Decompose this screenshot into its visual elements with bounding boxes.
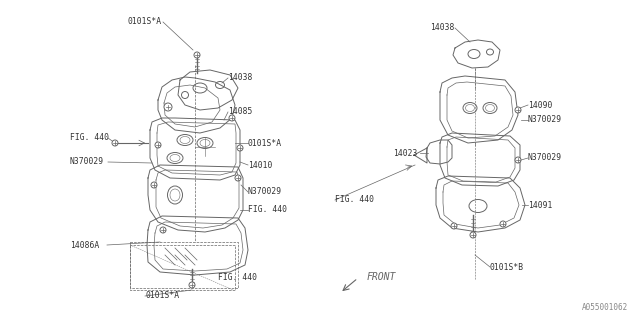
Text: N370029: N370029	[528, 154, 562, 163]
Text: 14010: 14010	[248, 161, 273, 170]
Text: N370029: N370029	[248, 188, 282, 196]
Circle shape	[112, 140, 118, 146]
Circle shape	[229, 115, 235, 121]
Text: FRONT: FRONT	[367, 272, 396, 282]
Circle shape	[451, 223, 457, 229]
Text: 0101S*A: 0101S*A	[248, 139, 282, 148]
Text: N370029: N370029	[528, 116, 562, 124]
Circle shape	[189, 282, 195, 288]
Circle shape	[235, 175, 241, 181]
Text: 0101S*B: 0101S*B	[490, 262, 524, 271]
Text: 14085: 14085	[228, 108, 252, 116]
Circle shape	[160, 227, 166, 233]
Circle shape	[470, 232, 476, 238]
Text: FIG. 440: FIG. 440	[70, 133, 109, 142]
Circle shape	[155, 142, 161, 148]
Circle shape	[151, 182, 157, 188]
Text: A055001062: A055001062	[582, 303, 628, 312]
Circle shape	[515, 157, 521, 163]
Text: N370029: N370029	[70, 157, 104, 166]
Text: 14086A: 14086A	[70, 241, 99, 250]
Text: 0101S*A: 0101S*A	[128, 18, 162, 27]
Text: FIG. 440: FIG. 440	[248, 205, 287, 214]
Circle shape	[164, 103, 172, 111]
Circle shape	[515, 107, 521, 113]
Text: 14023: 14023	[393, 148, 417, 157]
Circle shape	[237, 145, 243, 151]
Circle shape	[500, 221, 506, 227]
Text: 0101S*A: 0101S*A	[145, 292, 179, 300]
Text: 14091: 14091	[528, 201, 552, 210]
Text: 14090: 14090	[528, 100, 552, 109]
Text: 14038: 14038	[228, 74, 252, 83]
Circle shape	[194, 52, 200, 58]
Text: FIG. 440: FIG. 440	[218, 273, 257, 282]
Text: FIG. 440: FIG. 440	[335, 196, 374, 204]
Text: 14038: 14038	[430, 23, 454, 33]
